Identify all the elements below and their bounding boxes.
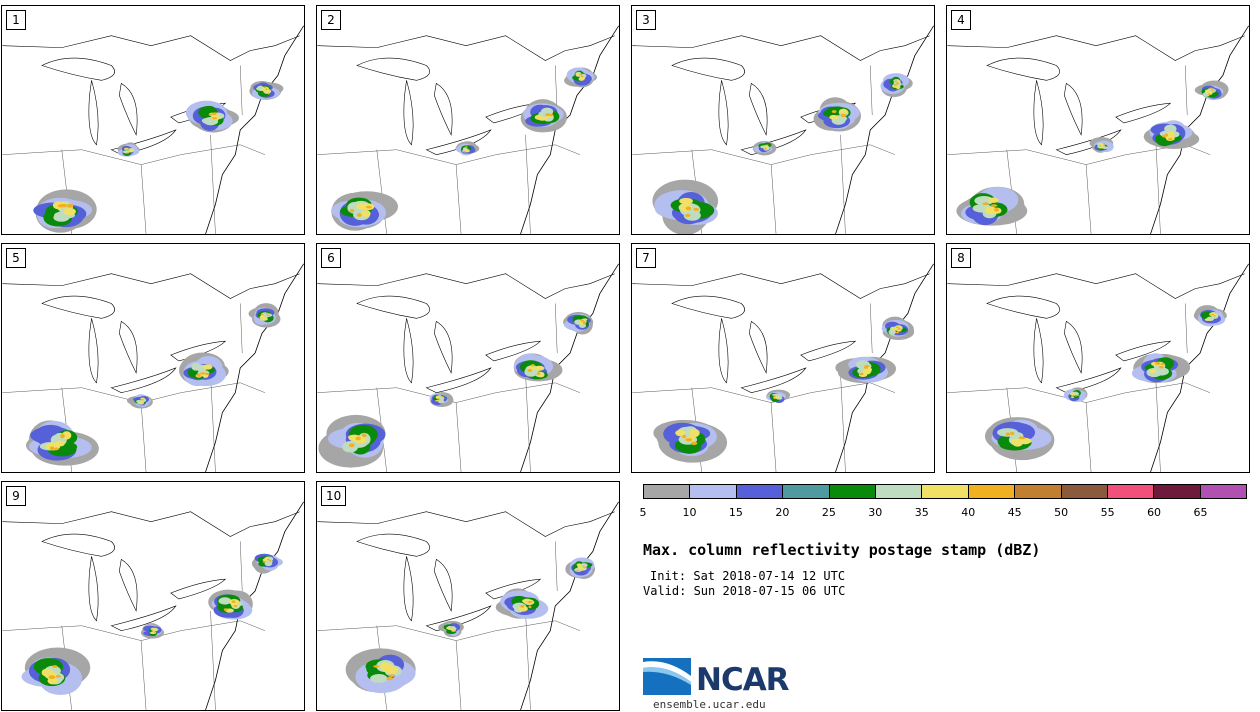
map-background <box>2 501 304 710</box>
map-background <box>317 25 619 234</box>
stamp-panel-10: 10 <box>316 481 620 711</box>
panel-number: 1 <box>6 10 26 30</box>
colorbar-segment <box>783 485 830 498</box>
map-background <box>2 25 304 234</box>
stamp-panel-2: 2 <box>316 5 620 235</box>
stamp-panel-8: 8 <box>946 243 1250 473</box>
colorbar-tick-label: 55 <box>1100 506 1115 519</box>
colorbar-segment <box>922 485 969 498</box>
panel-number: 3 <box>636 10 656 30</box>
colorbar-tick-label: 50 <box>1054 506 1069 519</box>
plot-title: Max. column reflectivity postage stamp (… <box>643 541 1041 559</box>
panel-number: 4 <box>951 10 971 30</box>
colorbar-tick-label: 25 <box>821 506 836 519</box>
valid-time: Valid: Sun 2018-07-15 06 UTC <box>643 584 846 598</box>
map-background <box>632 263 934 472</box>
colorbar-segment <box>875 485 923 498</box>
panel-number: 8 <box>951 248 971 268</box>
map-background <box>2 263 304 472</box>
stamp-panel-5: 5 <box>1 243 305 473</box>
ncar-logo-text: NCAR <box>696 662 790 698</box>
colorbar-tick-label: 40 <box>961 506 976 519</box>
stamp-panel-3: 3 <box>631 5 935 235</box>
colorbar-tick-label: 60 <box>1147 506 1162 519</box>
colorbar-segment <box>1107 485 1155 498</box>
panel-number: 6 <box>321 248 341 268</box>
colorbar-tick-label: 65 <box>1193 506 1208 519</box>
stamp-panel-6: 6 <box>316 243 620 473</box>
colorbar-segment <box>968 485 1016 498</box>
stamp-panel-7: 7 <box>631 243 935 473</box>
colorbar-segment <box>690 485 737 498</box>
colorbar-segment <box>1200 485 1247 498</box>
panel-number: 5 <box>6 248 26 268</box>
colorbar-tick-label: 35 <box>914 506 929 519</box>
panel-number: 10 <box>321 486 347 506</box>
map-background <box>317 263 619 472</box>
stamp-panel-9: 9 <box>1 481 305 711</box>
colorbar-tick-label: 20 <box>775 506 790 519</box>
colorbar-tick-label: 5 <box>639 506 647 519</box>
colorbar-segment <box>829 485 876 498</box>
ncar-logo-icon <box>643 658 691 695</box>
stamp-panel-1: 1 <box>1 5 305 235</box>
logo-url: ensemble.ucar.edu <box>653 698 766 711</box>
colorbar-ticks: 5 10 15 20 25 30 35 40 45 50 55 60 65 <box>639 506 1247 520</box>
map-background <box>947 25 1249 234</box>
colorbar-segment <box>1061 485 1108 498</box>
colorbar-tick-label: 15 <box>728 506 743 519</box>
colorbar-segment <box>644 485 691 498</box>
map-background <box>947 263 1249 472</box>
reflectivity-colorbar <box>643 484 1247 499</box>
stamp-panel-4: 4 <box>946 5 1250 235</box>
colorbar-segment <box>1015 485 1062 498</box>
map-background <box>317 501 619 710</box>
panel-number: 2 <box>321 10 341 30</box>
map-background <box>632 25 934 234</box>
init-time: Init: Sat 2018-07-14 12 UTC <box>650 569 846 583</box>
colorbar-tick-label: 10 <box>682 506 697 519</box>
colorbar-segment <box>736 485 784 498</box>
panel-number: 9 <box>6 486 26 506</box>
colorbar-segment <box>1154 485 1201 498</box>
colorbar-tick-label: 30 <box>868 506 883 519</box>
panel-number: 7 <box>636 248 656 268</box>
colorbar-tick-label: 45 <box>1007 506 1022 519</box>
